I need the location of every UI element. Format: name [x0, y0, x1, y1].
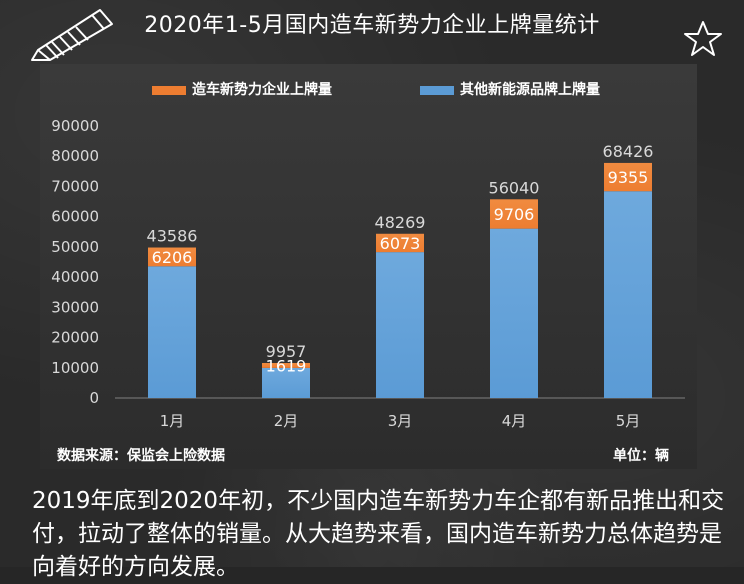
data-source-note: 数据来源：保监会上险数据: [57, 448, 225, 464]
data-label-new-forces: 1619: [266, 356, 307, 375]
bar-other-ev: [376, 252, 424, 398]
legend-swatch-0: [152, 86, 186, 95]
legend-swatch-1: [420, 86, 454, 95]
chart-title: 2020年1-5月国内造车新势力企业上牌量统计: [144, 13, 600, 38]
bar-other-ev: [262, 367, 310, 398]
data-label-new-forces: 9706: [494, 205, 535, 224]
x-tick-label: 2月: [274, 412, 299, 430]
stacked-bar-chart: 造车新势力企业上牌量 其他新能源品牌上牌量 0 10000 20000 30000 4000…: [51, 81, 685, 430]
x-tick-label: 1月: [160, 412, 185, 430]
y-tick-label: 40000: [51, 268, 99, 286]
y-tick-label: 30000: [51, 298, 99, 316]
chart-panel: 造车新势力企业上牌量 其他新能源品牌上牌量 0 10000 20000 30000 4000…: [40, 64, 697, 469]
pencil-icon: [31, 9, 113, 61]
bar-other-ev: [148, 266, 196, 398]
data-label-other-ev: 68426: [603, 142, 654, 161]
bar-new-forces: [376, 233, 424, 253]
bar-new-forces: [148, 247, 196, 267]
data-label-new-forces: 6206: [152, 248, 193, 267]
legend-label-1: 其他新能源品牌上牌量: [460, 81, 600, 98]
data-label-new-forces: 9355: [608, 168, 649, 187]
unit-note: 单位：辆: [613, 448, 669, 464]
y-tick-label: 70000: [51, 177, 99, 195]
y-tick-label: 50000: [51, 238, 99, 256]
data-label-other-ev: 48269: [375, 213, 426, 232]
star-icon: [684, 21, 722, 56]
x-tick-label: 4月: [502, 412, 527, 430]
x-tick-label: 5月: [616, 412, 641, 430]
legend-label-0: 造车新势力企业上牌量: [192, 81, 332, 98]
data-label-other-ev: 56040: [489, 178, 540, 197]
body-paragraph: 2019年底到2020年初，不少国内造车新势力车企都有新品推出和交付，拉动了整体…: [32, 488, 725, 580]
y-tick-label: 90000: [51, 117, 99, 135]
data-label-other-ev: 43586: [147, 227, 198, 246]
bar-other-ev: [490, 228, 538, 398]
bar-new-forces: [262, 363, 310, 368]
bar-other-ev: [604, 191, 652, 398]
data-label-other-ev: 9957: [266, 342, 307, 361]
y-tick-label: 0: [89, 389, 99, 407]
y-tick-label: 60000: [51, 208, 99, 226]
x-tick-label: 3月: [388, 412, 413, 430]
y-tick-label: 80000: [51, 147, 99, 165]
bar-new-forces: [604, 162, 652, 192]
y-tick-label: 20000: [51, 329, 99, 347]
data-label-new-forces: 6073: [380, 234, 421, 253]
y-tick-label: 10000: [51, 359, 99, 377]
bar-new-forces: [490, 199, 538, 229]
